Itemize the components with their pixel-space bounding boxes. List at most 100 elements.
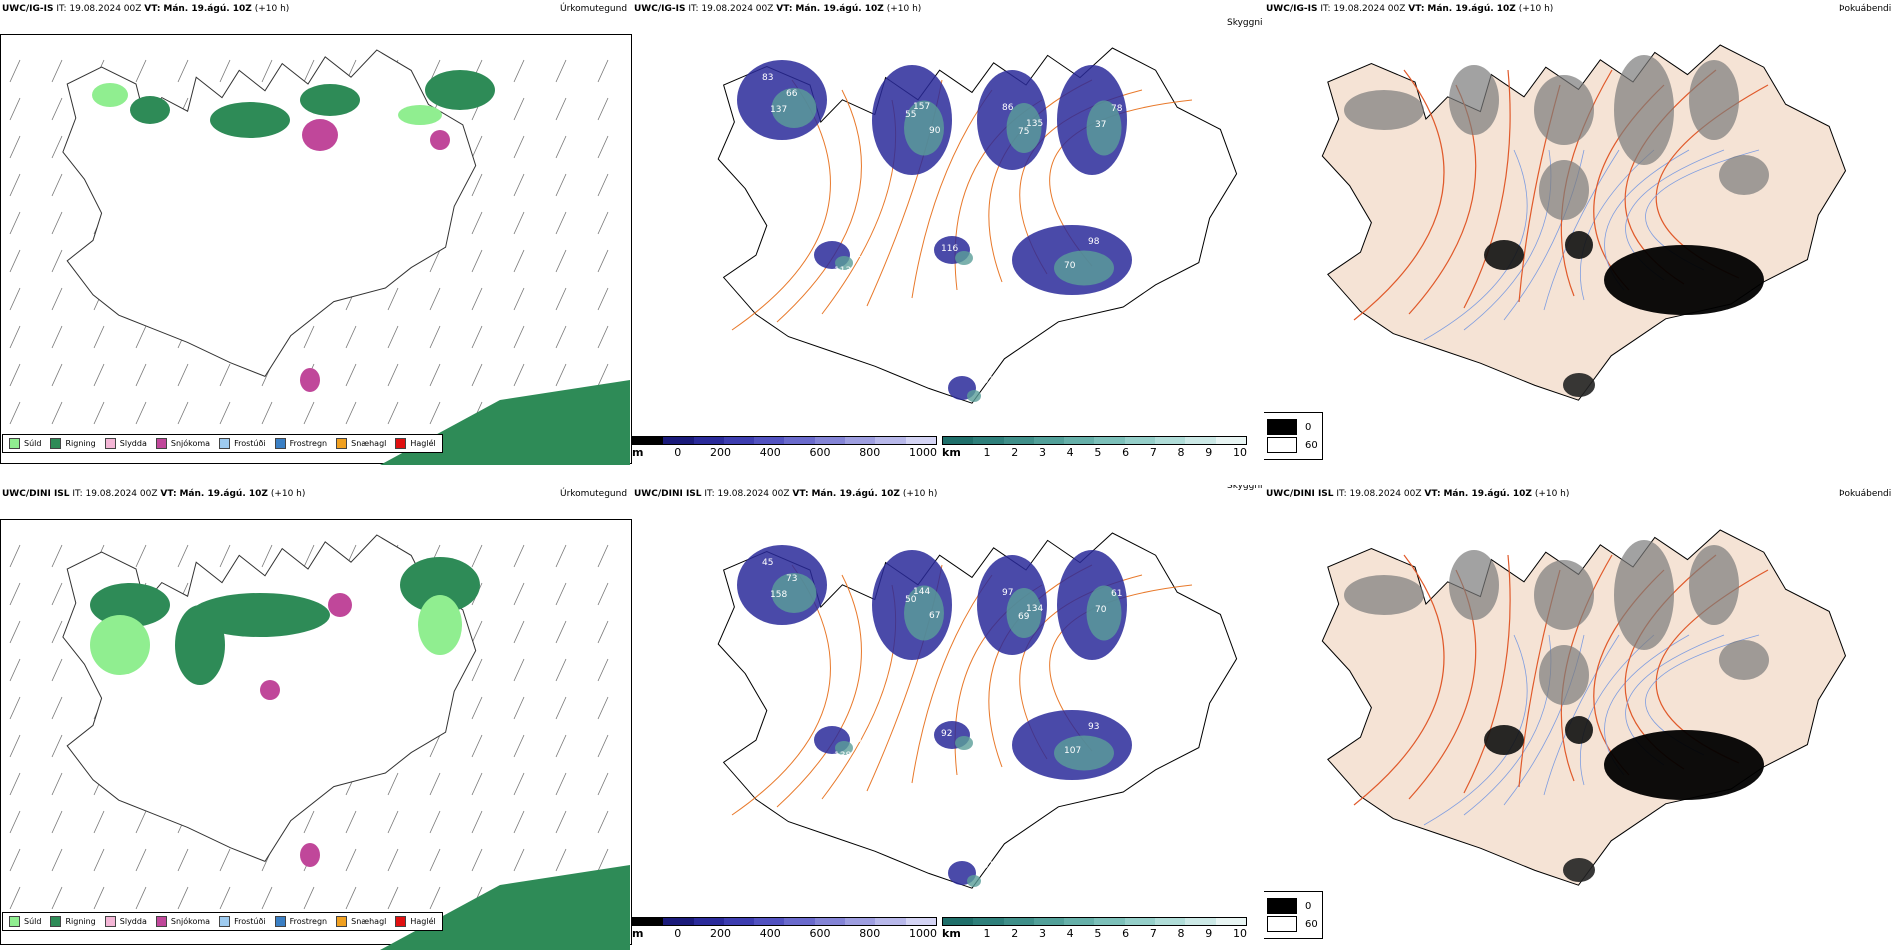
scale-tick: 10 (1232, 446, 1247, 459)
wind-barb (555, 658, 567, 682)
wind-barb (555, 810, 567, 834)
cloud-title: Þokuábendi (1839, 489, 1892, 499)
elevation-label: 68 (850, 735, 862, 745)
fog-index-area (1719, 640, 1769, 680)
vt-label: VT: (160, 489, 177, 499)
wind-barb (555, 97, 567, 121)
fog-index-area (1614, 55, 1674, 165)
wind-barb (9, 211, 21, 235)
wind-barb (135, 848, 147, 872)
elevation-label: 97 (1002, 588, 1013, 598)
scale-color-step (1003, 437, 1034, 444)
scale-tick: 5 (1094, 446, 1102, 459)
vt-label: VT: (1408, 4, 1425, 14)
scale-tick: 400 (759, 446, 781, 459)
lead-time: (+10 h) (886, 4, 922, 14)
scale-tick: 1000 (908, 446, 937, 459)
elevation-label: 135 (1026, 119, 1043, 129)
wind-barb (135, 401, 147, 425)
wind-barb (513, 620, 525, 644)
legend-swatch (219, 916, 231, 927)
legend-label: Snæhagl (351, 439, 387, 448)
scale-color-step (723, 918, 755, 925)
scale-ticks: m 0 200 400 600 800 1000 (632, 927, 937, 940)
cloud-panel-row2: UWC/DINI ISL IT: 19.08.2024 00Z VT: Mán.… (1264, 485, 1900, 950)
wind-barb (555, 734, 567, 758)
elevation-label: 158 (770, 590, 787, 600)
dense-fog-area (1604, 730, 1764, 800)
wind-barb (51, 886, 63, 910)
panel-header: UWC/IG-IS IT: 19.08.2024 00Z VT: Mán. 19… (634, 4, 921, 14)
scale-color-step (723, 437, 755, 444)
scale-color-step (1094, 918, 1125, 925)
legend-swatch (9, 438, 20, 449)
model-name: UWC/IG-IS (2, 4, 54, 14)
cloud-legend: 0 60 (1264, 891, 1323, 939)
rain-area (190, 593, 330, 637)
elevation-label: 116 (941, 244, 958, 254)
scale-ticks: m 0 200 400 600 800 1000 (632, 446, 937, 459)
fog-patch (1054, 735, 1114, 771)
precip-legend-item: Snæhagl (336, 438, 386, 449)
visibility-map: 45 50 69 61 107 82 68 62 73 67 97 70 93 92 138 151 158 14… (717, 532, 1238, 895)
wind-barb (471, 696, 483, 720)
wind-barb (597, 582, 609, 606)
dense-fog-area (1604, 245, 1764, 315)
elevation-label: 78 (1111, 104, 1123, 114)
elevation-label: 50 (905, 595, 917, 605)
scale-tick: 800 (859, 446, 881, 459)
scale-tick: 2 (1011, 446, 1019, 459)
it-label: IT: (1336, 489, 1347, 499)
vt-label: VT: (144, 4, 161, 14)
wind-barb (9, 696, 21, 720)
wind-barb (51, 734, 63, 758)
scale-tick: 5 (1094, 927, 1102, 940)
scale-tick: 7 (1149, 446, 1157, 459)
cloud-legend-row: 0 (1267, 419, 1318, 435)
scale-color-step (845, 437, 876, 444)
wind-barb (9, 325, 21, 349)
visibility-title: Skyggni (1227, 18, 1263, 28)
wind-barb (555, 582, 567, 606)
legend-swatch (104, 916, 116, 927)
scale-tick: 1 (983, 927, 991, 940)
wind-barb (597, 658, 609, 682)
fog-patch (967, 875, 981, 887)
fog-patch (955, 251, 973, 265)
wind-barb (513, 772, 525, 796)
scale-tick: 7 (1149, 927, 1157, 940)
elevation-label: 102 (977, 376, 994, 386)
scale-color-step (1033, 437, 1065, 444)
wind-barb (51, 582, 63, 606)
elevation-label: 134 (1026, 604, 1043, 614)
scale-color-step (1124, 918, 1156, 925)
scale-tick: 3 (1038, 446, 1046, 459)
fog-index-area (1614, 540, 1674, 650)
precip-title: Úrkomutegund (560, 489, 628, 499)
wind-barb (9, 848, 21, 872)
scale-colorbar (632, 917, 937, 926)
elevation-label: 92 (941, 729, 952, 739)
legend-swatch (395, 438, 407, 449)
scale-tick: 2 (1011, 927, 1019, 940)
wind-barb (429, 810, 441, 834)
legend-swatch (1267, 419, 1297, 435)
precip-legend-item: Snæhagl (336, 916, 386, 927)
scale-color-step (943, 918, 974, 925)
snow-area (300, 368, 320, 392)
legend-swatch (219, 438, 231, 449)
wind-barb (597, 363, 609, 387)
wind-barb (219, 59, 231, 83)
wind-barb (597, 211, 609, 235)
scale-color-step (973, 437, 1004, 444)
scale-color-step (973, 918, 1004, 925)
elevation-label: 75 (1018, 127, 1029, 137)
it-value: 19.08.2024 00Z (69, 4, 142, 14)
wind-barb (51, 97, 63, 121)
lead-time: (+10 h) (254, 4, 290, 14)
wind-barb (513, 658, 525, 682)
legend-label: 60 (1305, 918, 1318, 930)
scale-color-step (943, 437, 974, 444)
legend-label: Súld (24, 439, 42, 448)
scale-tick: 10 (1232, 927, 1247, 940)
